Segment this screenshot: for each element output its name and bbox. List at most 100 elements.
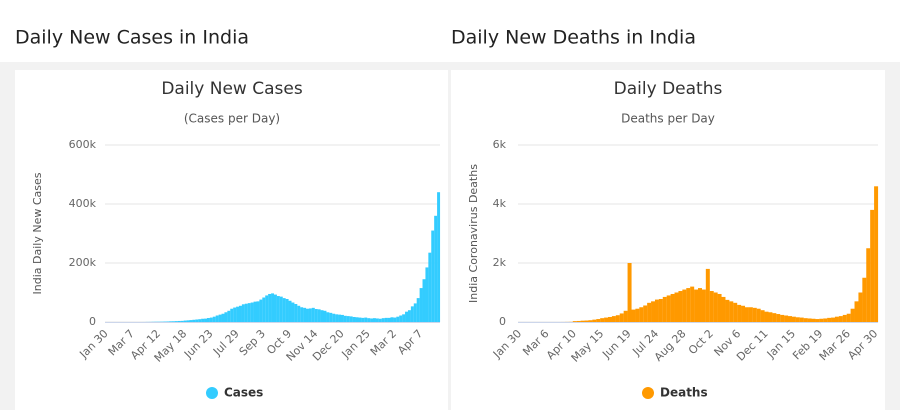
bar	[241, 304, 245, 322]
bar	[600, 318, 605, 322]
bar	[303, 307, 307, 322]
bar	[375, 318, 379, 322]
bar	[273, 294, 277, 322]
bar	[627, 263, 632, 322]
bar	[206, 318, 210, 322]
bar	[300, 307, 304, 322]
bar	[698, 288, 702, 322]
bar	[308, 308, 312, 322]
bar	[180, 320, 184, 322]
bar	[329, 312, 333, 322]
bar	[651, 301, 656, 322]
bar	[346, 316, 350, 322]
bar	[233, 307, 237, 322]
bar	[756, 308, 761, 322]
section-heading: Daily New Cases in India	[15, 27, 249, 49]
bar	[195, 319, 199, 322]
section-heading: Daily New Deaths in India	[451, 27, 696, 49]
bar	[717, 293, 722, 322]
bar	[748, 307, 753, 322]
bar	[169, 321, 173, 322]
bar	[631, 309, 636, 322]
bar	[619, 313, 624, 322]
bar	[580, 320, 585, 322]
bar	[221, 313, 225, 322]
bar	[721, 296, 726, 322]
bar	[413, 303, 417, 322]
bar	[596, 319, 601, 322]
bar	[407, 310, 411, 322]
bar	[256, 301, 260, 322]
bar	[364, 317, 368, 322]
bar	[768, 312, 773, 322]
bar	[588, 320, 593, 322]
bar	[373, 318, 376, 322]
bar	[192, 319, 196, 322]
bar	[367, 318, 371, 322]
bar	[662, 296, 667, 322]
legend-label: Deaths	[660, 386, 708, 400]
bar	[850, 308, 855, 322]
bar	[297, 305, 301, 322]
bar	[262, 297, 266, 322]
bar	[282, 298, 286, 322]
bar	[224, 312, 228, 322]
bar	[189, 320, 193, 322]
bar	[387, 317, 391, 322]
panel	[451, 70, 885, 410]
bar	[340, 314, 344, 322]
bar	[288, 300, 292, 322]
bar	[803, 318, 808, 322]
bar	[314, 309, 318, 322]
bar	[733, 302, 738, 322]
bar	[752, 307, 757, 322]
bar	[866, 248, 871, 322]
chart-subtitle: Deaths per Day	[621, 112, 715, 126]
chart-title: Daily New Cases	[161, 79, 303, 99]
legend-label: Cases	[224, 386, 263, 400]
bar	[268, 293, 272, 322]
bar	[713, 292, 718, 322]
bar	[317, 309, 321, 322]
bar	[572, 321, 577, 322]
bar	[306, 308, 309, 322]
bar	[384, 317, 388, 322]
y-axis-title: India Coronavirus Deaths	[467, 164, 480, 303]
bar	[405, 311, 409, 322]
bar	[326, 312, 330, 322]
bar	[737, 304, 742, 322]
bar	[320, 310, 324, 322]
bar	[584, 320, 589, 322]
bar	[425, 267, 429, 322]
bar	[422, 279, 426, 322]
bar	[183, 320, 187, 322]
bar	[870, 209, 875, 322]
bar	[744, 307, 749, 322]
bar	[760, 310, 765, 322]
bar	[236, 306, 240, 322]
bar	[271, 293, 275, 322]
bar	[201, 318, 205, 322]
bar	[799, 317, 804, 322]
y-axis-title: India Daily New Cases	[31, 172, 44, 294]
bar	[823, 318, 828, 322]
bar	[239, 305, 242, 322]
bar	[874, 186, 879, 322]
bar	[791, 316, 796, 322]
bar	[410, 306, 414, 322]
bar	[250, 302, 254, 322]
bar	[230, 308, 234, 322]
bar	[174, 321, 178, 322]
bar	[654, 299, 659, 322]
bar	[725, 299, 730, 322]
bar	[772, 313, 777, 322]
bar	[784, 315, 789, 322]
y-tick-label: 600k	[69, 138, 97, 151]
bar	[172, 321, 175, 322]
bar	[635, 308, 640, 322]
bar	[831, 317, 836, 322]
chart-subtitle: (Cases per Day)	[184, 112, 280, 126]
bar	[434, 215, 438, 322]
bar	[247, 303, 251, 322]
bar	[608, 316, 612, 322]
